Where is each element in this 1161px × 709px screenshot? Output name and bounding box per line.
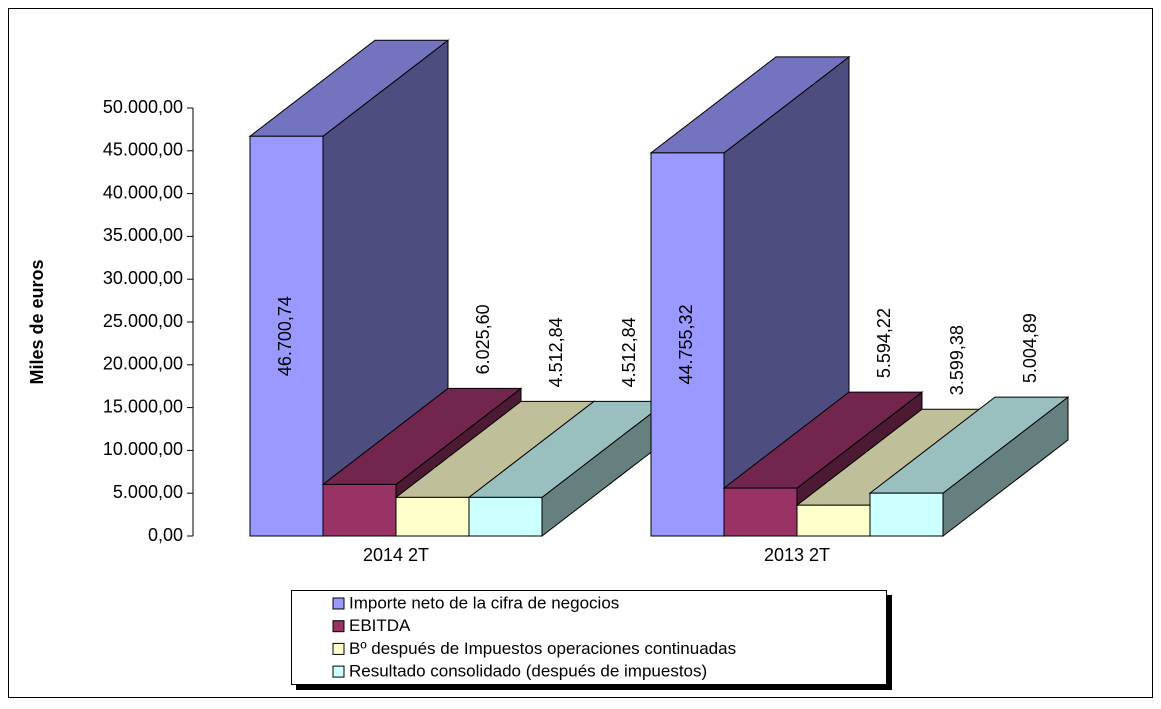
y-tick-label: 25.000,00 xyxy=(103,311,183,331)
legend xyxy=(291,590,887,685)
bar-front xyxy=(468,496,543,537)
y-tick-label: 45.000,00 xyxy=(103,140,183,160)
y-tick-label: 50.000,00 xyxy=(103,97,183,117)
bar xyxy=(467,400,669,538)
y-tick-label: 5.000,00 xyxy=(113,482,183,502)
data-label: 3.599,38 xyxy=(947,325,967,395)
legend-text: Importe neto de la cifra de negocios xyxy=(349,593,619,612)
bar-front xyxy=(723,487,798,537)
legend-swatch xyxy=(332,597,345,610)
bar-front xyxy=(249,135,324,537)
y-tick-label: 35.000,00 xyxy=(103,225,183,245)
y-axis-label: Miles de euros xyxy=(27,259,47,384)
data-label: 5.594,22 xyxy=(874,308,894,378)
data-label: 44.755,32 xyxy=(676,304,696,384)
data-label: 6.025,60 xyxy=(473,304,493,374)
x-tick-label: 2013 2T xyxy=(764,545,830,565)
y-tick-label: 40.000,00 xyxy=(103,182,183,202)
bar-front xyxy=(322,483,397,537)
y-tick-label: 15.000,00 xyxy=(103,396,183,416)
data-label: 5.004,89 xyxy=(1020,313,1040,383)
data-label: 4.512,84 xyxy=(619,317,639,387)
bar xyxy=(868,396,1070,538)
legend-text: Bº después de Impuestos operaciones cont… xyxy=(349,639,736,658)
bar-front xyxy=(796,504,871,537)
legend-text: Resultado consolidado (después de impues… xyxy=(349,662,707,681)
y-tick-label: 0,00 xyxy=(148,525,183,545)
bar-front xyxy=(395,496,470,537)
x-tick-label: 2014 2T xyxy=(363,545,429,565)
y-tick-label: 10.000,00 xyxy=(103,439,183,459)
legend-swatch xyxy=(332,642,345,655)
legend-text: EBITDA xyxy=(349,616,411,635)
bar-front xyxy=(650,152,725,537)
bar-front xyxy=(869,492,944,537)
y-tick-label: 30.000,00 xyxy=(103,268,183,288)
data-label: 46.700,74 xyxy=(275,296,295,376)
chart-border xyxy=(8,8,1153,698)
legend-swatch xyxy=(332,620,345,633)
data-label: 4.512,84 xyxy=(546,317,566,387)
legend-swatch xyxy=(332,665,345,678)
y-tick-label: 20.000,00 xyxy=(103,354,183,374)
